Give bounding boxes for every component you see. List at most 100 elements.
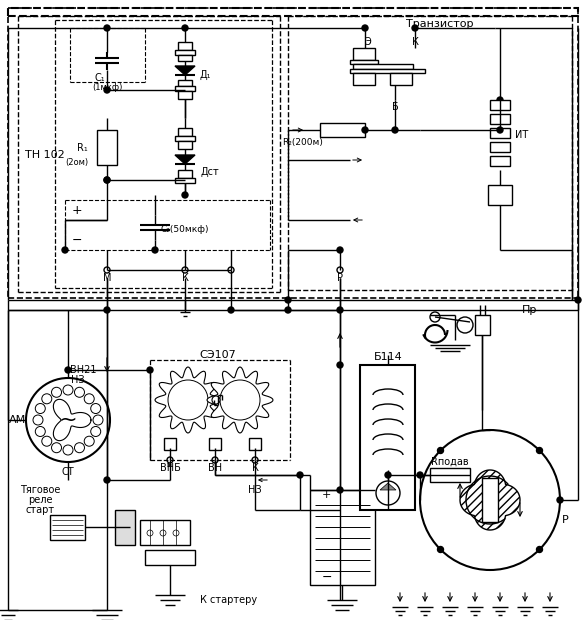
Text: Транзистор: Транзистор bbox=[406, 19, 474, 29]
Text: C₁: C₁ bbox=[95, 73, 105, 83]
Circle shape bbox=[376, 481, 400, 505]
Text: (1мкф): (1мкф) bbox=[92, 84, 122, 92]
Text: АМ: АМ bbox=[9, 415, 27, 425]
Bar bbox=[178, 141, 192, 149]
Circle shape bbox=[212, 396, 220, 404]
Bar bbox=[353, 64, 413, 69]
Circle shape bbox=[438, 546, 443, 552]
Text: ИТ: ИТ bbox=[515, 130, 529, 140]
Bar bbox=[145, 550, 195, 565]
Text: М: М bbox=[103, 273, 111, 283]
Bar bbox=[178, 42, 192, 50]
Bar bbox=[490, 142, 510, 152]
Circle shape bbox=[285, 307, 291, 313]
Polygon shape bbox=[380, 483, 396, 490]
Text: ~: ~ bbox=[58, 410, 77, 430]
Text: НЗ: НЗ bbox=[71, 375, 85, 385]
Circle shape bbox=[536, 546, 542, 552]
Text: ВНБ: ВНБ bbox=[160, 463, 180, 473]
Bar bbox=[175, 50, 195, 55]
Bar bbox=[8, 8, 578, 16]
Circle shape bbox=[337, 247, 343, 253]
Polygon shape bbox=[207, 367, 273, 433]
Circle shape bbox=[337, 267, 343, 273]
Text: ВН: ВН bbox=[208, 463, 222, 473]
Circle shape bbox=[417, 472, 423, 478]
Circle shape bbox=[297, 472, 303, 478]
Text: C₂(50мкф): C₂(50мкф) bbox=[161, 226, 209, 234]
Circle shape bbox=[182, 25, 188, 31]
Circle shape bbox=[497, 97, 503, 103]
Text: Пр: Пр bbox=[522, 305, 538, 315]
Bar bbox=[115, 510, 135, 545]
Bar bbox=[97, 130, 117, 165]
Circle shape bbox=[104, 307, 110, 313]
Circle shape bbox=[84, 436, 94, 446]
Text: Дст: Дст bbox=[201, 167, 219, 177]
Text: К: К bbox=[252, 463, 259, 473]
Bar bbox=[320, 123, 365, 137]
Circle shape bbox=[220, 380, 260, 420]
Bar bbox=[178, 91, 192, 99]
Polygon shape bbox=[175, 155, 195, 164]
Bar bbox=[490, 156, 510, 166]
Circle shape bbox=[84, 394, 94, 404]
Bar bbox=[488, 185, 512, 205]
Circle shape bbox=[173, 530, 179, 536]
Circle shape bbox=[91, 404, 101, 414]
Bar bbox=[475, 315, 490, 335]
Circle shape bbox=[337, 487, 343, 493]
Circle shape bbox=[285, 297, 291, 303]
Circle shape bbox=[385, 472, 391, 478]
Bar bbox=[178, 80, 192, 86]
Circle shape bbox=[147, 367, 153, 373]
Text: Б: Б bbox=[391, 102, 398, 112]
Text: НЗ: НЗ bbox=[248, 485, 262, 495]
Circle shape bbox=[62, 247, 68, 253]
Text: Д₁: Д₁ bbox=[199, 70, 211, 80]
Circle shape bbox=[35, 404, 45, 414]
Circle shape bbox=[536, 448, 542, 453]
Circle shape bbox=[35, 427, 45, 436]
Text: R₂(200м): R₂(200м) bbox=[283, 138, 324, 148]
Text: Э: Э bbox=[364, 37, 371, 47]
Circle shape bbox=[362, 25, 368, 31]
Bar bbox=[178, 128, 192, 136]
Circle shape bbox=[104, 477, 110, 483]
Circle shape bbox=[182, 267, 188, 273]
Bar bbox=[140, 520, 190, 545]
Circle shape bbox=[457, 317, 473, 333]
Bar bbox=[178, 170, 192, 178]
Circle shape bbox=[168, 380, 208, 420]
Text: ВН21: ВН21 bbox=[70, 365, 97, 375]
Circle shape bbox=[228, 267, 234, 273]
Text: К: К bbox=[412, 37, 418, 47]
Circle shape bbox=[430, 312, 440, 322]
Bar bbox=[249, 438, 261, 450]
Text: ТН 102: ТН 102 bbox=[25, 150, 65, 160]
Circle shape bbox=[104, 87, 110, 93]
Text: Б114: Б114 bbox=[374, 352, 402, 362]
Circle shape bbox=[51, 388, 61, 397]
Text: К стартеру: К стартеру bbox=[200, 595, 257, 605]
Bar bbox=[350, 69, 425, 73]
Bar bbox=[175, 136, 195, 141]
Circle shape bbox=[74, 443, 84, 453]
Circle shape bbox=[557, 497, 563, 503]
Bar bbox=[482, 478, 498, 522]
Text: (2ом): (2ом) bbox=[65, 157, 88, 167]
Circle shape bbox=[91, 427, 101, 436]
Text: +: + bbox=[72, 203, 82, 216]
Circle shape bbox=[42, 394, 52, 404]
Text: −: − bbox=[322, 570, 332, 583]
Bar bbox=[50, 515, 85, 540]
Circle shape bbox=[63, 445, 73, 455]
Circle shape bbox=[33, 415, 43, 425]
Bar bbox=[430, 468, 470, 482]
Circle shape bbox=[228, 307, 234, 313]
Circle shape bbox=[412, 25, 418, 31]
Bar bbox=[490, 114, 510, 124]
Text: Р: Р bbox=[337, 273, 343, 283]
Text: реле: реле bbox=[27, 495, 52, 505]
Circle shape bbox=[362, 127, 368, 133]
